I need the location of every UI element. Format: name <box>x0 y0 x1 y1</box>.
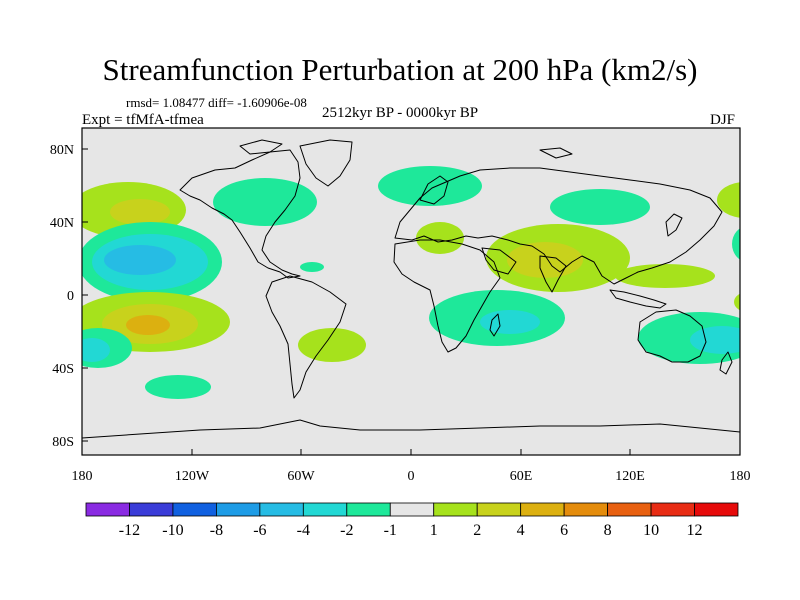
coast-north-america <box>179 149 301 279</box>
colorbar-swatch-8 <box>433 502 478 517</box>
coast-greenland <box>299 139 353 187</box>
stats-label: rmsd= 1.08477 diff= -1.60906e-08 <box>126 95 307 110</box>
coast-south-america <box>265 275 347 399</box>
anomaly-south-indian-core <box>480 310 540 334</box>
lat-label-40s: 40S <box>52 362 74 377</box>
colorbar-swatch-1 <box>129 502 174 517</box>
lon-label-0: 0 <box>408 469 415 484</box>
longitude-axis: 180 120W 60W 0 60E 120E 180 <box>72 469 751 484</box>
colorbar-label-9: 4 <box>517 522 525 539</box>
anomaly-sw-edge-core <box>82 338 110 362</box>
colorbar-label-13: 12 <box>687 522 703 539</box>
tick-marks <box>81 148 741 455</box>
colorbar-labels: -12 -10 -8 -6 -4 -2 -1 1 2 4 6 8 10 12 <box>119 522 703 539</box>
colorbar-label-1: -10 <box>162 522 183 539</box>
coast-se-asia-islands <box>609 289 667 309</box>
anomaly-mediterranean <box>416 222 464 254</box>
colorbar-swatch-5 <box>302 502 348 517</box>
anomaly-south-asia-core <box>507 242 583 278</box>
lat-label-0: 0 <box>67 289 74 304</box>
colorbar-label-12: 10 <box>643 522 659 539</box>
anomaly-labrador <box>213 178 317 226</box>
colorbar-label-7: 1 <box>430 522 438 539</box>
plot-title: Streamfunction Perturbation at 200 hPa (… <box>102 52 698 87</box>
coast-antarctica <box>82 419 740 439</box>
lat-label-40n: 40N <box>50 216 74 231</box>
anomaly-north-europe <box>378 166 482 206</box>
anomaly-west-pacific-band <box>615 264 715 288</box>
colorbar-label-3: -6 <box>253 522 266 539</box>
lon-label-60e: 60E <box>510 469 533 484</box>
colorbar-label-5: -2 <box>340 522 353 539</box>
season-label: DJF <box>710 112 736 128</box>
lon-label-120e: 120E <box>615 469 645 484</box>
colorbar-swatch-14 <box>694 502 739 517</box>
colorbar-label-11: 8 <box>604 522 612 539</box>
coast-india <box>539 255 567 293</box>
anomaly-right-edge-south <box>734 293 740 311</box>
colorbar <box>85 502 739 517</box>
anomaly-central-asia <box>550 189 650 225</box>
anomaly-right-edge-north <box>717 182 740 218</box>
anomaly-fields <box>82 166 740 399</box>
colorbar-swatch-2 <box>172 502 217 517</box>
colorbar-swatch-3 <box>215 502 261 517</box>
latitude-axis: 80N 40N 0 40S 80S <box>50 143 74 450</box>
colorbar-label-2: -8 <box>210 522 223 539</box>
experiment-label: Expt = tfMfA-tfmea <box>82 112 204 128</box>
anomaly-south-pacific-small <box>145 375 211 399</box>
anomaly-australia-core <box>690 326 740 354</box>
colorbar-label-6: -1 <box>384 522 397 539</box>
coast-eurasia <box>394 167 723 285</box>
coast-africa <box>393 239 501 353</box>
anomaly-caribbean <box>300 262 324 272</box>
coast-scandinavia <box>419 175 449 205</box>
anomaly-south-pacific-inner <box>126 315 170 335</box>
colorbar-label-8: 2 <box>473 522 481 539</box>
colorbar-swatch-0 <box>85 502 130 517</box>
coast-new-zealand <box>719 351 733 375</box>
period-label: 2512kyr BP - 0000kyr BP <box>322 105 479 121</box>
colorbar-swatch-4 <box>259 502 304 517</box>
anomaly-south-atlantic <box>298 328 366 362</box>
lon-label-120w: 120W <box>175 469 210 484</box>
colorbar-label-4: -4 <box>297 522 310 539</box>
coastlines <box>82 139 740 439</box>
anomaly-east-pacific-inner <box>104 245 176 275</box>
coast-arabia <box>481 247 517 275</box>
lat-label-80s: 80S <box>52 435 74 450</box>
colorbar-swatch-6 <box>346 502 391 517</box>
colorbar-label-10: 6 <box>560 522 568 539</box>
coast-arctic-islands <box>239 139 573 159</box>
coast-japan <box>665 213 683 237</box>
colorbar-swatch-7 <box>389 502 435 517</box>
colorbar-swatch-11 <box>563 502 609 517</box>
lon-label-180-right: 180 <box>730 469 751 484</box>
anomaly-right-edge-mid <box>732 228 740 260</box>
colorbar-swatch-10 <box>520 502 565 517</box>
coast-madagascar <box>489 313 501 337</box>
colorbar-swatch-12 <box>607 502 652 517</box>
lon-label-60w: 60W <box>287 469 315 484</box>
anomaly-north-pacific-core <box>110 199 170 225</box>
colorbar-swatch-13 <box>650 502 695 517</box>
coast-australia <box>637 309 707 363</box>
lon-label-180-left: 180 <box>72 469 93 484</box>
lat-label-80n: 80N <box>50 143 74 158</box>
colorbar-swatch-9 <box>476 502 522 517</box>
colorbar-label-0: -12 <box>119 522 140 539</box>
